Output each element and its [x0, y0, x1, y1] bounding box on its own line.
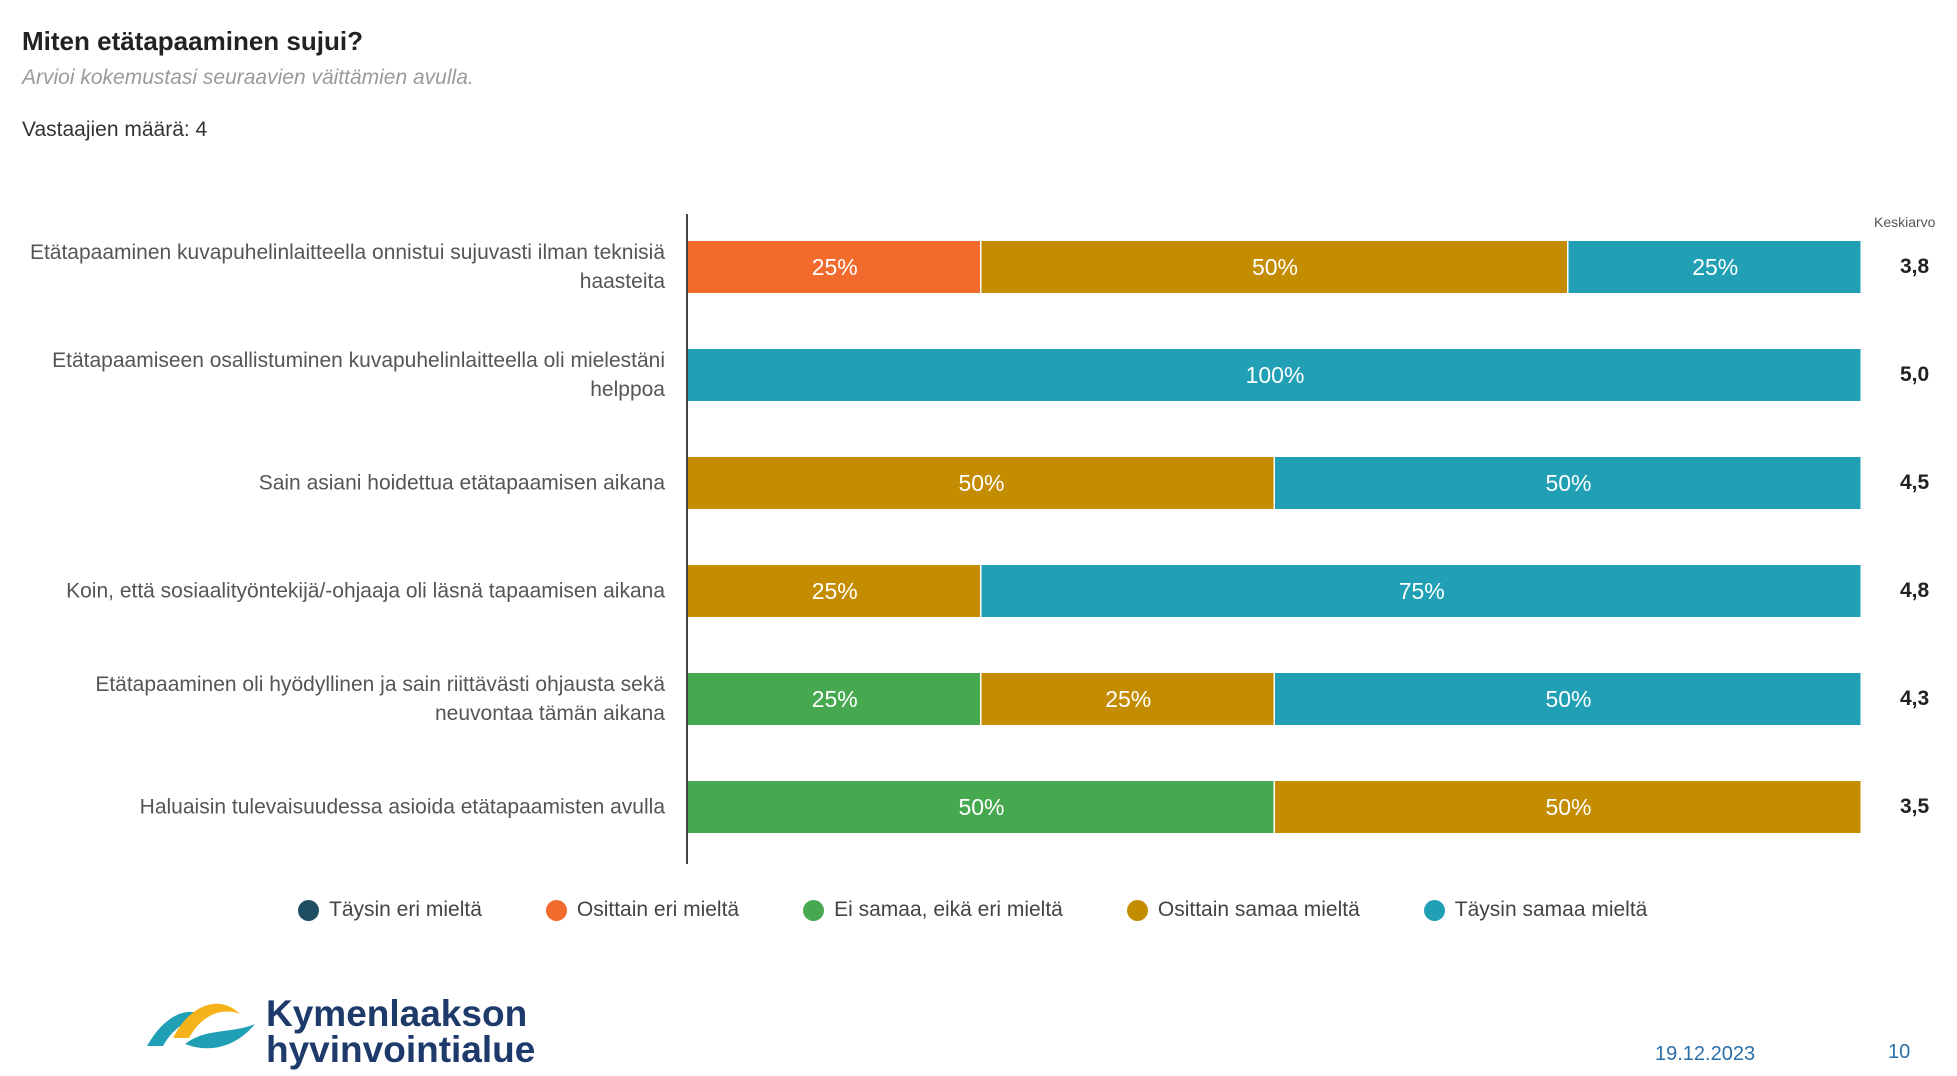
legend-item: Osittain eri mieltä — [545, 898, 740, 922]
bar-data-label: 25% — [1105, 686, 1151, 712]
bar-data-label: 25% — [812, 686, 858, 712]
legend-marker — [1126, 899, 1148, 921]
category-label: Etätapaamiseen osallistuminen kuvapuheli… — [52, 349, 665, 401]
average-value: 5,0 — [1900, 363, 1930, 386]
bar-data-label: 50% — [958, 794, 1004, 820]
bar-segment — [1275, 457, 1861, 509]
category-label: Sain asiani hoidettua etätapaamisen aika… — [258, 471, 665, 495]
legend-item: Ei samaa, eikä eri mieltä — [803, 898, 1063, 922]
legend-item: Osittain samaa mieltä — [1126, 898, 1360, 922]
bar-segment — [688, 781, 1274, 833]
bar-segment — [688, 457, 1274, 509]
average-value: 4,5 — [1900, 471, 1930, 494]
bar-segment — [688, 241, 980, 293]
bar-data-label: 25% — [812, 254, 858, 280]
average-value: 3,8 — [1900, 255, 1930, 278]
page-title: Miten etätapaaminen sujui? — [22, 26, 363, 56]
footer-date: 19.12.2023 — [1655, 1043, 1756, 1065]
bar-data-label: 50% — [1545, 794, 1591, 820]
bar-data-label: 50% — [1252, 254, 1298, 280]
legend-marker — [803, 899, 825, 921]
y-axis-line — [686, 214, 688, 864]
legend-marker — [1423, 899, 1445, 921]
organization-logo — [147, 1003, 255, 1049]
average-column-header: Keskiarvo — [1874, 214, 1936, 230]
bar-segment — [981, 673, 1274, 725]
logo-text: Kymenlaakson hyvinvointialue — [266, 993, 536, 1070]
chart-legend: Täysin eri mieltä Osittain eri mieltä Ei s… — [298, 898, 1711, 922]
logo-wave-yellow — [173, 1003, 240, 1038]
bar-data-label: 50% — [958, 470, 1004, 496]
bar-data-label: 25% — [1692, 254, 1738, 280]
bar-data-label: 75% — [1399, 578, 1445, 604]
average-value: 3,5 — [1900, 795, 1930, 818]
bar-data-label: 50% — [1545, 470, 1591, 496]
bar-segment — [1275, 673, 1861, 725]
legend-item: Täysin eri mieltä — [298, 898, 482, 922]
bar-segment — [688, 349, 1861, 401]
legend-label: Täysin samaa mieltä — [1454, 898, 1648, 921]
bar-segment — [981, 241, 1567, 293]
legend-marker — [545, 899, 567, 921]
logo-wave-teal — [147, 1011, 207, 1046]
bar-data-label: 100% — [1246, 362, 1305, 388]
bar-segment — [688, 565, 980, 617]
bar-segment — [1275, 781, 1861, 833]
bar-segment — [688, 673, 980, 725]
bar-data-label: 25% — [812, 578, 858, 604]
logo-line-1: Kymenlaakson — [266, 993, 528, 1034]
stacked-bar-chart: 25% 50% 25% 100% 50% 50% 25% 75% 25% 25% 50% 50% 50% — [688, 241, 1861, 833]
legend-label: Täysin eri mieltä — [329, 898, 482, 921]
logo-wave-blue — [185, 1024, 255, 1049]
legend-marker — [298, 899, 319, 921]
bar-data-label: 50% — [1545, 686, 1591, 712]
bar-segment — [981, 565, 1861, 617]
page-number: 10 — [1888, 1041, 1911, 1063]
category-label: Koin, että sosiaalityöntekijä/-ohjaaja o… — [66, 579, 665, 603]
category-label: Etätapaaminen kuvapuhelinlaitteella onni… — [29, 241, 665, 293]
legend-item: Täysin samaa mieltä — [1423, 898, 1648, 922]
bar-segment — [1568, 241, 1861, 293]
logo-line-2: hyvinvointialue — [266, 1029, 536, 1070]
category-label: Haluaisin tulevaisuudessa asioida etätap… — [139, 795, 665, 819]
legend-label: Ei samaa, eikä eri mieltä — [834, 898, 1063, 921]
category-label: Etätapaaminen oli hyödyllinen ja sain ri… — [95, 673, 665, 725]
legend-label: Osittain eri mieltä — [576, 898, 740, 921]
page-subtitle: Arvioi kokemustasi seuraavien väittämien… — [22, 66, 474, 89]
legend-label: Osittain samaa mieltä — [1157, 898, 1360, 921]
average-value: 4,8 — [1900, 579, 1930, 602]
average-value: 4,3 — [1900, 687, 1930, 710]
respondent-count: Vastaajien määrä: 4 — [22, 118, 208, 141]
